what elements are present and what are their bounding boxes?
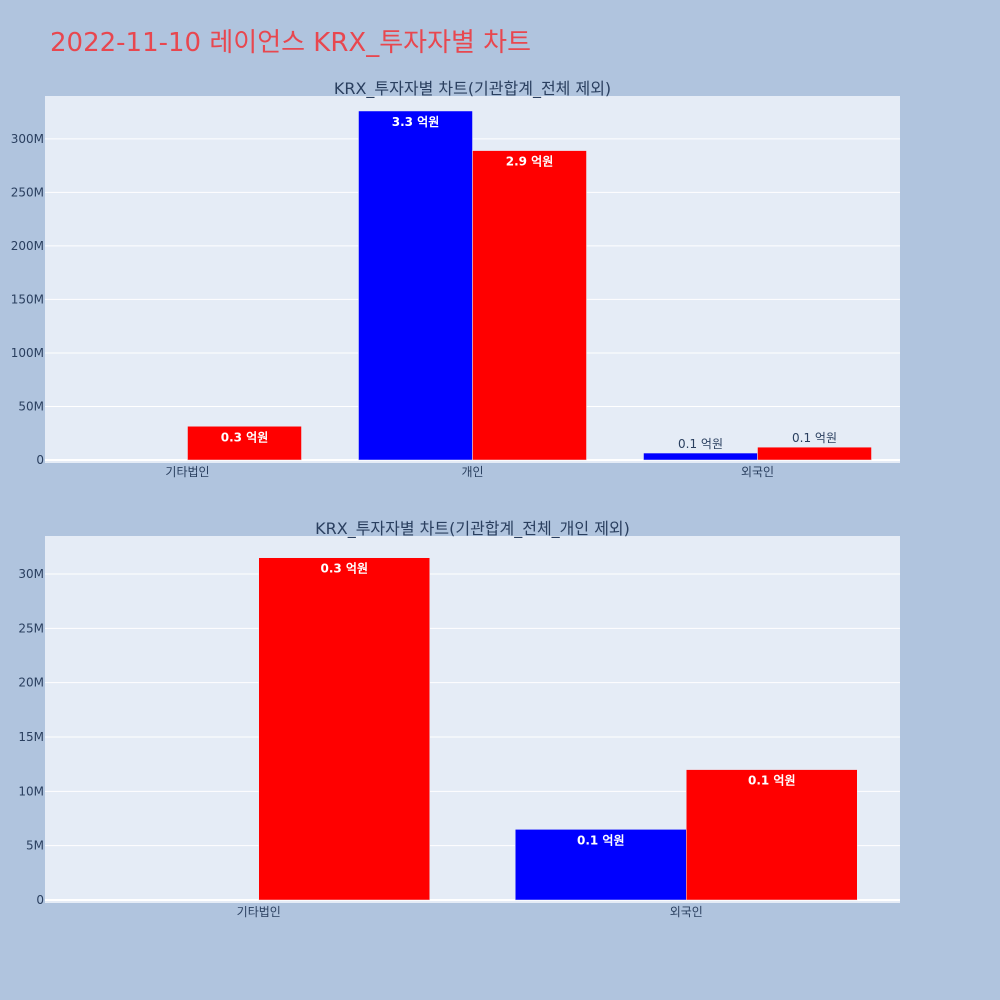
x-tick-label: 외국인 [741,465,774,479]
y-tick-label: 0 [36,893,44,907]
y-tick-label: 0 [36,453,44,467]
y-tick-label: 20M [18,676,44,690]
y-tick-label: 300M [11,132,44,146]
data-label: 3.3 억원 [392,115,440,129]
data-label: 0.1 억원 [577,833,625,847]
data-label: 0.1 억원 [678,437,723,451]
x-tick-label: 기타법인 [237,905,281,919]
bar [472,150,587,461]
chart-title-2: KRX_투자자별 차트(기관합계_전체_개인 제외) [315,519,630,539]
y-tick-label: 10M [18,784,44,798]
bar [515,829,687,901]
data-label: 0.1 억원 [748,774,796,788]
y-tick-label: 50M [18,399,44,413]
data-label: 2.9 억원 [506,155,554,169]
x-tick-label: 개인 [461,465,483,479]
x-tick-label: 외국인 [670,905,703,919]
y-tick-label: 150M [11,292,44,306]
y-tick-label: 200M [11,239,44,253]
y-tick-label: 5M [26,839,44,853]
chart-title-1: KRX_투자자별 차트(기관합계_전체 제외) [334,79,611,99]
y-tick-label: 30M [18,567,44,581]
y-tick-label: 250M [11,185,44,199]
y-tick-label: 15M [18,730,44,744]
data-label: 0.3 억원 [320,562,368,576]
page-title: 2022-11-10 레이언스 KRX_투자자별 차트 [50,28,532,58]
bar [757,446,872,461]
bar [643,452,758,461]
y-tick-label: 100M [11,346,44,360]
x-tick-label: 기타법인 [165,465,209,479]
data-label: 0.3 억원 [221,430,269,444]
data-label: 0.1 억원 [792,431,837,445]
bar [258,557,430,901]
bar [358,110,473,461]
bar [187,426,302,461]
y-tick-label: 25M [18,621,44,635]
bar [686,769,858,901]
